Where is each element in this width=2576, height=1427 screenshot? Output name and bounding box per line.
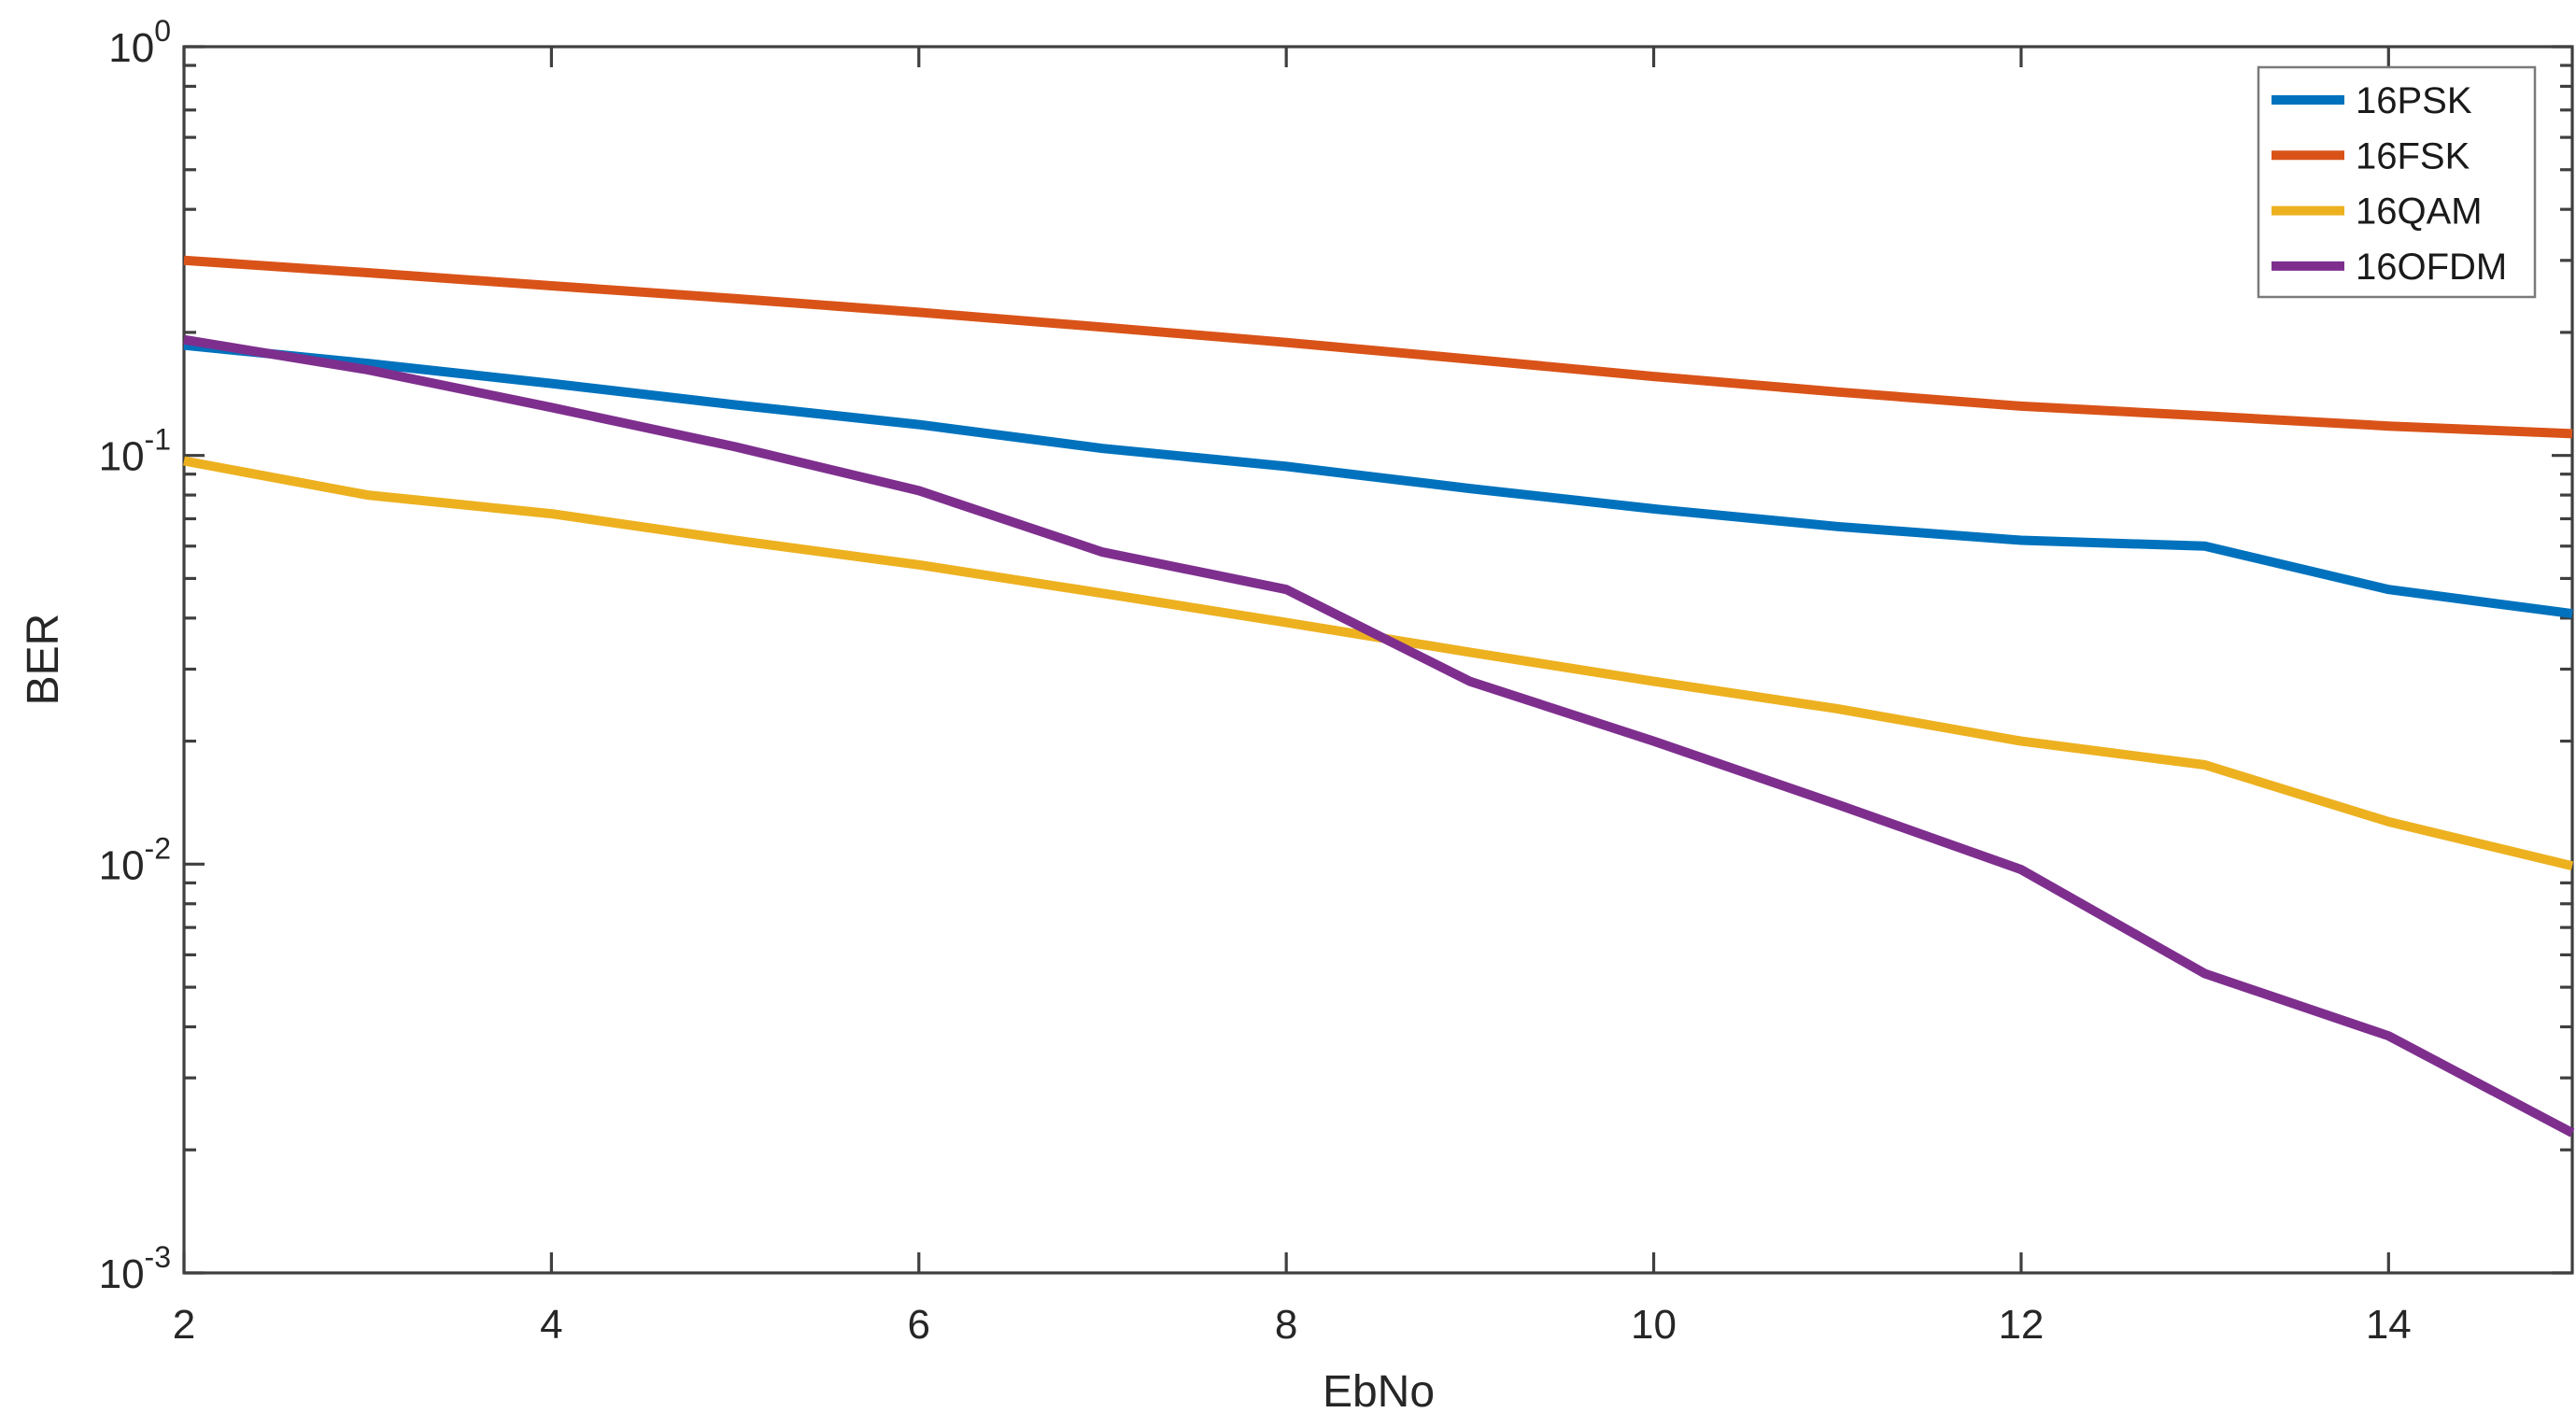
x-tick-label: 14 [2366,1302,2412,1348]
legend-label: 16PSK [2356,80,2472,121]
plot-frame [182,45,2574,1275]
y-tick-label: 10-3 [99,1240,171,1297]
y-tick-label: 100 [108,14,171,71]
x-tick-label: 12 [1998,1302,2044,1348]
legend-item: 16OFDM [2272,247,2507,288]
y-tick-label: 10-2 [99,831,171,888]
series-line-16PSK [183,340,2573,619]
y-tick-label: 10-1 [99,423,171,480]
legend-box [2257,65,2537,299]
legend-label: 16FSK [2356,135,2470,177]
series-line-16FSK [183,255,2573,439]
x-tick-label: 2 [173,1302,195,1348]
x-axis-label: EbNo [1323,1367,1435,1417]
legend-label: 16OFDM [2356,247,2507,288]
x-tick-label: 6 [908,1302,930,1348]
x-tick-label: 4 [540,1302,562,1348]
legend-item: 16QAM [2272,191,2483,233]
series-line-16OFDM [183,334,2575,1137]
legend-item: 16FSK [2272,135,2470,177]
legend: 16PSK 16FSK 16QAM 16OFDM [2257,65,2537,299]
x-tick-label: 8 [1275,1302,1297,1348]
x-tick-label: 10 [1631,1302,1677,1348]
legend-item: 16PSK [2272,80,2472,121]
legend-label: 16QAM [2356,191,2483,233]
y-axis-label: BER [19,614,68,706]
